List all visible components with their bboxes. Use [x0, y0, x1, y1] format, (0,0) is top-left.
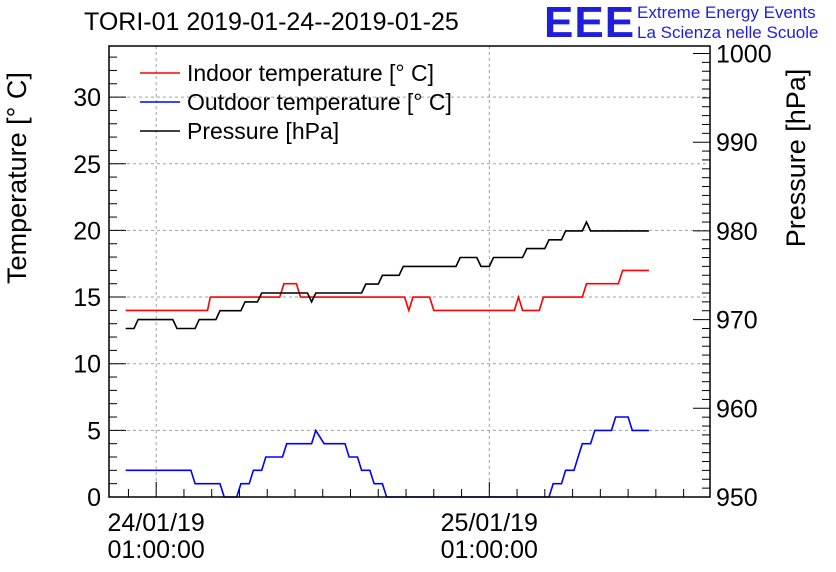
y-right-tick-label: 1000 [716, 41, 772, 69]
plot-frame [108, 45, 711, 498]
y-right-tick-label: 970 [716, 307, 758, 335]
x-tick-label-time: 01:00:00 [108, 536, 205, 564]
y-right-tick-label: 960 [716, 395, 758, 423]
y-left-axis-title: Temperature [° C] [2, 72, 32, 284]
x-tick-label-date: 25/01/19 [441, 509, 538, 537]
y-left-tick-label: 25 [73, 151, 101, 179]
y-right-tick-label: 950 [716, 484, 758, 512]
y-right-tick-label: 990 [716, 129, 758, 157]
y-left-tick-label: 30 [73, 84, 101, 112]
y-right-axis-title: Pressure [hPa] [781, 69, 811, 248]
legend-label-0: Indoor temperature [° C] [187, 60, 434, 86]
y-left-tick-label: 20 [73, 217, 101, 245]
series-line-1 [125, 416, 649, 498]
x-tick-label-date: 24/01/19 [108, 509, 205, 537]
y-left-tick-label: 5 [87, 417, 101, 445]
series-line-0 [125, 269, 649, 314]
y-left-tick-label: 15 [73, 284, 101, 312]
y-left-tick-label: 0 [87, 484, 101, 512]
x-tick-label-time: 01:00:00 [441, 536, 538, 564]
brand-line-2: La Scienza nelle Scuole [637, 23, 819, 42]
chart-title: TORI-01 2019-01-24--2019-01-25 [84, 8, 459, 36]
eee-logo: EEE [544, 0, 636, 47]
brand-line-1: Extreme Energy Events [637, 3, 816, 22]
series-line-2 [125, 220, 649, 330]
legend-label-1: Outdoor temperature [° C] [187, 89, 452, 115]
legend-label-2: Pressure [hPa] [187, 118, 339, 144]
y-left-tick-label: 10 [73, 351, 101, 379]
y-right-tick-label: 980 [716, 218, 758, 246]
